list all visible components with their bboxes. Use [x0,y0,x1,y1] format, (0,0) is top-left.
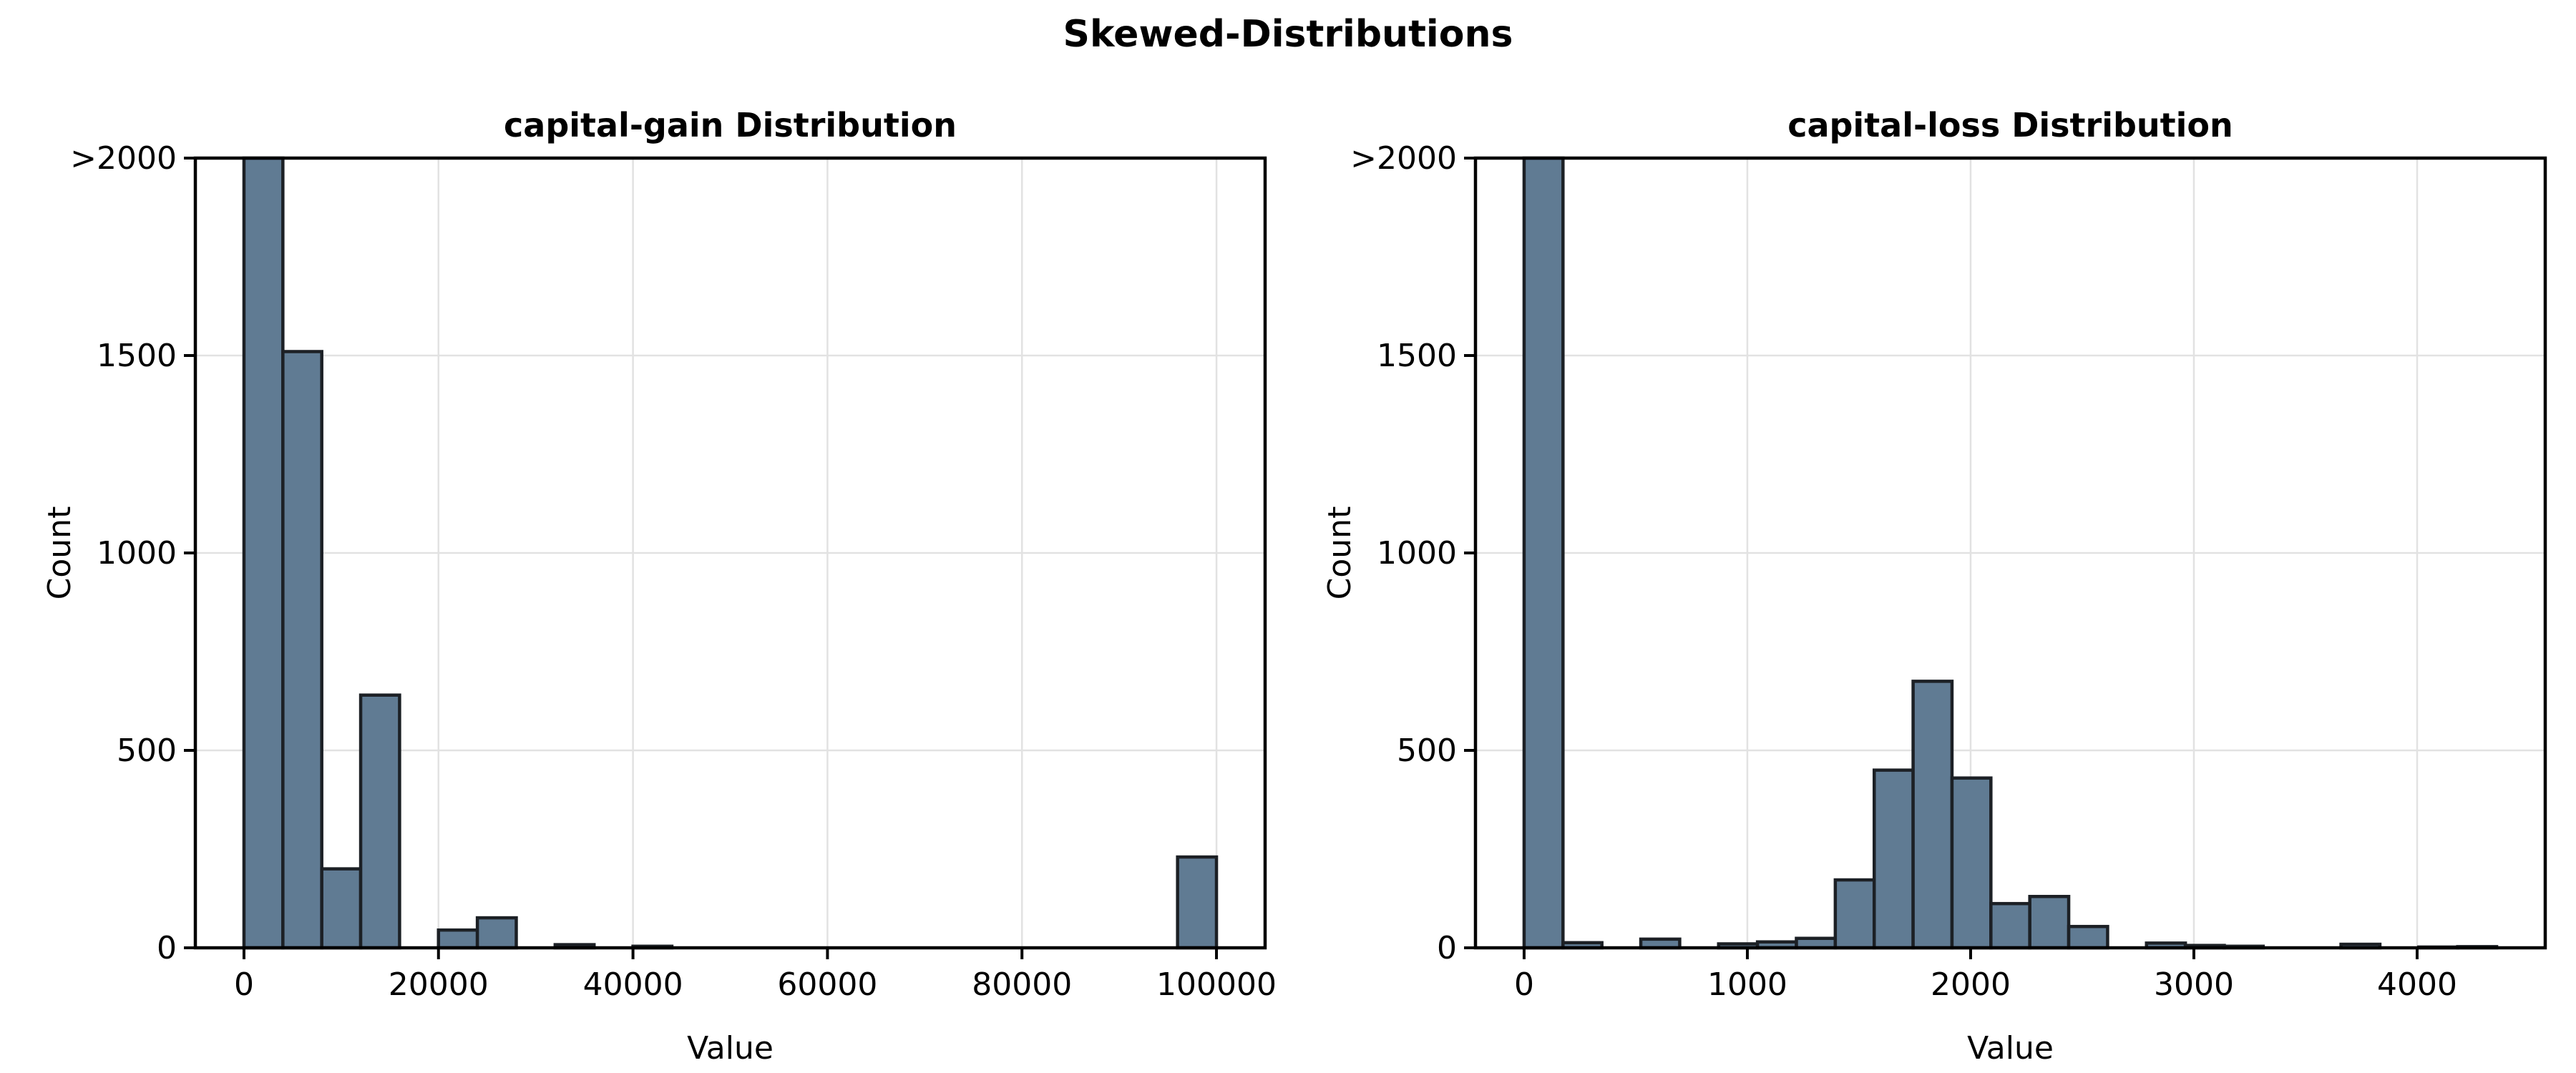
x-tick-label: 4000 [2377,966,2457,1003]
x-axis: 0 1000 2000 3000 4000 [1514,948,2457,1003]
histogram-bar [1872,768,1915,950]
histogram-bar [1989,901,2031,950]
histogram-bar [436,928,479,950]
histogram-bar [320,867,363,950]
histogram-bar [2028,894,2071,950]
x-tick-label: 0 [234,966,254,1003]
histogram-bar [2067,924,2109,950]
y-axis-title: Count [42,506,78,600]
x-axis: 0 20000 40000 60000 80000 100000 [234,948,1277,1003]
histogram-bar [1950,776,1993,950]
y-tick-label: >2000 [70,140,177,177]
x-axis-title: Value [1967,1030,2054,1067]
y-tick-label: 1500 [1377,338,1457,374]
y-tick-label: 1000 [1377,535,1457,572]
gridlines [195,157,1265,949]
y-axis: 0 500 1000 1500 >2000 [1350,140,1475,966]
histogram-bar [1911,680,1954,950]
chart-title: capital-gain Distribution [504,106,957,144]
figure-suptitle: Skewed-Distributions [1063,13,1513,56]
y-tick-label: 500 [117,733,177,769]
x-tick-label: 80000 [972,966,1072,1003]
histogram-bar [242,156,285,950]
x-tick-label: 20000 [389,966,489,1003]
y-axis: 0 500 1000 1500 >2000 [70,140,195,966]
right-histogram: 0 1000 2000 3000 4000 0 500 1000 1500 >2000 capita… [1322,106,2547,1067]
gridlines [1475,157,2545,949]
histogram-bar [475,916,518,950]
y-tick-label: 0 [157,930,177,966]
x-tick-label: 40000 [583,966,683,1003]
left-histogram: 0 20000 40000 60000 80000 100000 0 500 1000 1500 >… [42,106,1277,1067]
y-tick-label: 1000 [97,535,177,572]
x-tick-label: 3000 [2154,966,2234,1003]
histogram-bars [242,156,1219,950]
histogram-bar [1522,156,1565,950]
y-tick-label: 0 [1437,930,1457,966]
x-tick-label: 100000 [1156,966,1277,1003]
x-tick-label: 0 [1514,966,1534,1003]
histogram-bar [1176,855,1219,950]
x-tick-label: 1000 [1707,966,1787,1003]
x-axis-title: Value [687,1030,774,1067]
y-axis-title: Count [1322,506,1358,600]
x-tick-label: 2000 [1931,966,2011,1003]
y-tick-label: >2000 [1350,140,1457,177]
histogram-bar [281,350,323,950]
histogram-bar [358,693,401,950]
x-tick-label: 60000 [777,966,877,1003]
chart-title: capital-loss Distribution [1787,106,2233,144]
histogram-bar [1833,878,1876,950]
y-tick-label: 500 [1397,733,1457,769]
y-tick-label: 1500 [97,338,177,374]
